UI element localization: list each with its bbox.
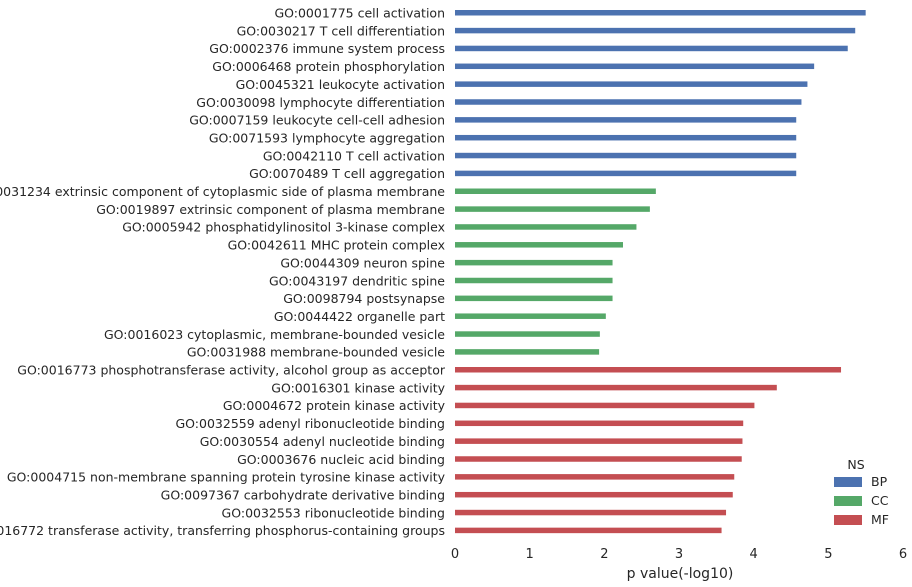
x-tick-label: 1 — [526, 547, 534, 562]
bar-bp-1 — [455, 27, 856, 34]
category-label: GO:0002376 immune system process — [209, 41, 445, 56]
x-tick-label: 0 — [451, 547, 459, 562]
category-label: GO:0030554 adenyl nucleotide binding — [200, 434, 445, 449]
legend-label-cc: CC — [871, 493, 889, 508]
bar-bp-7 — [455, 134, 797, 141]
bar-bp-6 — [455, 117, 797, 123]
category-label: GO:0030217 T cell differentiation — [237, 23, 445, 38]
category-label: GO:0043197 dendritic spine — [269, 273, 445, 288]
bar-mf-7 — [455, 491, 733, 498]
category-label: GO:0044309 neuron spine — [280, 255, 445, 270]
bar-cc-9 — [455, 349, 600, 355]
category-label: GO:0032559 adenyl ribonucleotide binding — [175, 416, 445, 431]
x-tick-label: 6 — [899, 547, 907, 562]
bar-cc-5 — [455, 277, 613, 284]
x-tick-label: 3 — [675, 547, 683, 562]
bar-mf-8 — [455, 509, 727, 516]
bar-mf-4 — [455, 438, 743, 444]
category-label: GO:0006468 protein phosphorylation — [212, 59, 445, 74]
bar-mf-0 — [455, 367, 842, 373]
category-label: GO:0032553 ribonucleotide binding — [222, 505, 445, 520]
category-label: GO:0098794 postsynapse — [283, 291, 445, 306]
bar-cc-0 — [455, 188, 656, 194]
legend: NS BP CC MF — [834, 457, 889, 527]
bar-cc-7 — [455, 313, 606, 319]
bars-layer — [455, 10, 866, 534]
x-tick-label: 4 — [750, 547, 758, 562]
category-label: GO:0005942 phosphatidylinositol 3-kinase… — [122, 220, 445, 235]
x-axis-label: p value(-log10) — [627, 566, 734, 582]
category-label: GO:0097367 carbohydrate derivative bindi… — [161, 487, 445, 502]
legend-title: NS — [847, 457, 864, 472]
category-label: GO:0044422 organelle part — [274, 309, 445, 324]
category-label: GO:0030098 lymphocyte differentiation — [196, 95, 445, 110]
bar-cc-2 — [455, 224, 637, 230]
bar-mf-9 — [455, 527, 722, 534]
legend-label-bp: BP — [871, 474, 888, 489]
bar-cc-6 — [455, 295, 613, 302]
category-label: GO:0070489 T cell aggregation — [249, 166, 445, 181]
category-label: GO:0016773 phosphotransferase activity, … — [17, 363, 446, 378]
x-tick-label: 2 — [600, 547, 608, 562]
category-labels-layer: GO:0001775 cell activation GO:0030217 T c… — [0, 6, 446, 539]
bar-mf-3 — [455, 420, 744, 427]
bar-mf-6 — [455, 474, 735, 480]
category-label: GO:0003676 nucleic acid binding — [237, 452, 445, 467]
x-axis: 0 1 2 3 4 5 6 — [451, 547, 907, 562]
category-label: GO:0031234 extrinsic component of cytopl… — [0, 184, 445, 199]
category-label: GO:0004715 non-membrane spanning protein… — [7, 470, 446, 485]
category-label: GO:0042110 T cell activation — [263, 148, 445, 163]
category-label: GO:0016023 cytoplasmic, membrane-bounded… — [104, 327, 445, 342]
category-label: GO:0004672 protein kinase activity — [223, 398, 446, 413]
category-label: GO:0007159 leukocyte cell-cell adhesion — [189, 113, 445, 128]
bar-bp-5 — [455, 99, 802, 105]
legend-swatch-cc — [834, 496, 862, 506]
bar-bp-8 — [455, 152, 797, 159]
bar-bp-2 — [455, 45, 848, 52]
bar-bp-4 — [455, 81, 808, 87]
category-label: GO:0016772 transferase activity, transfe… — [0, 523, 445, 538]
category-label: GO:0031988 membrane-bounded vesicle — [187, 345, 445, 360]
bar-cc-8 — [455, 331, 600, 337]
bar-mf-1 — [455, 384, 777, 391]
bar-bp-9 — [455, 170, 797, 177]
bar-cc-4 — [455, 259, 613, 266]
bar-cc-1 — [455, 206, 650, 212]
category-label: GO:0001775 cell activation — [274, 6, 445, 21]
bar-cc-3 — [455, 242, 623, 248]
x-tick-label: 5 — [824, 547, 832, 562]
bar-mf-5 — [455, 456, 742, 462]
category-label: GO:0016301 kinase activity — [271, 380, 445, 395]
legend-swatch-bp — [834, 477, 862, 487]
bar-bp-3 — [455, 63, 815, 70]
legend-swatch-mf — [834, 515, 862, 525]
category-label: GO:0045321 leukocyte activation — [236, 77, 445, 92]
bar-mf-2 — [455, 402, 755, 409]
legend-label-mf: MF — [871, 512, 889, 527]
category-label: GO:0042611 MHC protein complex — [228, 238, 445, 253]
category-label: GO:0019897 extrinsic component of plasma… — [96, 202, 445, 217]
bar-bp-0 — [455, 10, 866, 16]
category-label: GO:0071593 lymphocyte aggregation — [209, 130, 445, 145]
